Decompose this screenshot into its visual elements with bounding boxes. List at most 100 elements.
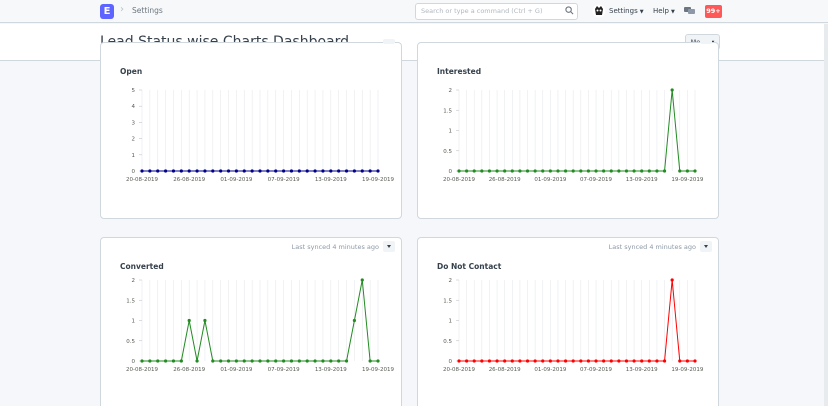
user-avatar-icon[interactable] [592,4,606,18]
data-point [258,169,262,173]
x-tick-label: 26-08-2019 [173,177,205,183]
last-synced-text: Last synced 4 minutes ago [608,243,696,251]
data-point [226,169,231,173]
data-point [187,318,191,323]
data-point [266,359,270,363]
data-point [533,169,537,173]
y-tick-label: 4 [132,104,136,110]
chart-title: Interested [437,67,482,76]
y-tick-label: 1 [132,153,136,159]
data-point [164,359,168,363]
data-point [195,169,199,173]
page-scrollbar[interactable] [824,24,828,406]
data-point [242,359,246,363]
x-tick-label: 13-09-2019 [626,177,658,183]
x-tick-label: 19-09-2019 [671,177,703,183]
chart-title: Converted [120,262,164,271]
data-point [360,278,364,282]
x-tick-label: 26-08-2019 [489,177,521,183]
data-point [465,169,469,173]
card-options-button[interactable] [383,241,395,252]
data-point [156,169,160,173]
y-tick-label: 0 [132,359,136,365]
data-point [164,169,168,173]
data-point [289,169,294,173]
y-tick-label: 3 [132,120,136,126]
y-tick-label: 1.5 [443,108,452,114]
card-options-button[interactable] [383,39,395,44]
data-point [693,359,697,363]
data-point [556,169,560,173]
x-tick-label: 07-09-2019 [268,367,300,373]
data-point [266,169,270,173]
help-label: Help [653,7,669,15]
data-point [655,359,659,363]
line-chart-interested: 0 0.5 1 1.5 2 20-08-2019 26-08-2019 01-09-2019 0… [443,88,704,183]
y-tick-label: 0 [449,169,453,175]
data-point [282,169,286,173]
data-point [670,88,674,92]
data-point [219,359,223,363]
data-point [179,359,183,363]
y-tick-label: 0.5 [443,149,452,155]
y-tick-label: 1 [132,319,136,325]
y-tick-label: 2 [449,88,453,94]
data-point [563,359,568,363]
data-point [503,359,507,363]
data-point [234,359,238,363]
data-point [179,169,183,173]
x-tick-label: 19-09-2019 [671,367,703,373]
chart-card-do-not-contact: Last synced 4 minutes ago Do Not Contact… [417,237,719,406]
card-options-button[interactable] [700,241,712,252]
data-point [219,169,223,173]
breadcrumb-settings[interactable]: Settings [132,6,163,15]
y-tick-label: 5 [132,88,136,94]
data-point [344,359,349,363]
data-point [337,169,341,173]
x-tick-label: 20-08-2019 [126,367,158,373]
data-point [352,318,356,323]
caret-down-icon: ▼ [670,9,675,15]
x-tick-label: 26-08-2019 [173,367,205,373]
app-logo[interactable]: E [100,4,114,19]
data-point [465,359,469,363]
chevron-right-icon: › [120,4,124,15]
data-point [171,359,176,363]
x-tick-label: 20-08-2019 [443,367,475,373]
data-point [525,359,530,363]
data-point [258,359,262,363]
data-point [305,359,309,363]
x-tick-label: 01-09-2019 [220,177,252,183]
data-point [670,278,674,282]
y-tick-label: 1 [449,129,453,135]
data-point [457,169,461,173]
data-point [250,359,254,363]
x-tick-label: 07-09-2019 [580,367,612,373]
data-point [602,169,606,173]
x-tick-label: 13-09-2019 [315,367,347,373]
data-point [662,169,667,173]
data-point [647,169,651,173]
x-tick-label: 20-08-2019 [443,177,475,183]
search-input[interactable]: Search or type a command (Ctrl + G) [415,3,578,20]
data-point [594,169,598,173]
caret-down-icon: ▼ [639,9,644,15]
data-point [579,169,583,173]
search-icon[interactable] [565,6,574,15]
chat-icon[interactable] [684,6,695,16]
data-point [352,169,356,173]
data-point [274,359,278,363]
data-point [321,169,325,173]
data-point [586,169,591,173]
card-options-button[interactable] [700,39,712,44]
data-point [609,359,613,363]
data-point [609,169,613,173]
notifications-badge[interactable]: 99+ [705,5,722,18]
chart-card-open: Open 0 1 2 3 4 5 20-08-2019 26-08-2019 01-09-201… [100,39,402,219]
data-point [321,359,325,363]
help-dropdown[interactable]: Help ▼ [653,7,675,15]
data-point [579,359,583,363]
settings-dropdown[interactable]: Settings ▼ [609,7,644,15]
data-point [541,169,545,173]
x-tick-label: 01-09-2019 [534,367,566,373]
